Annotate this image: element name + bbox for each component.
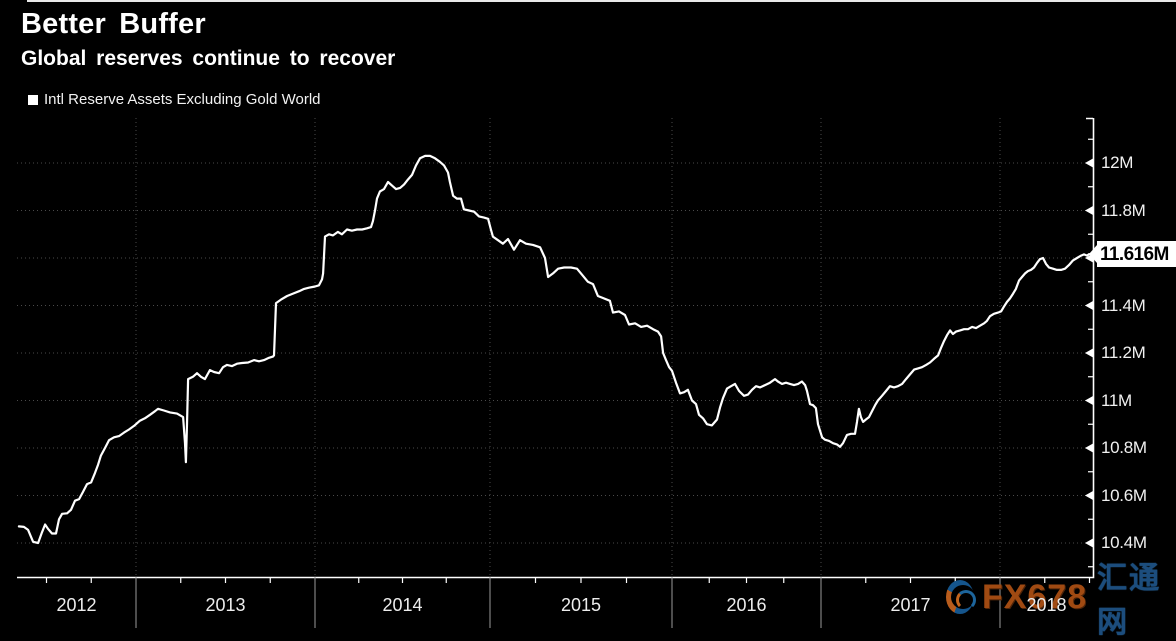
y-axis-label: 10.8M: [1101, 438, 1147, 457]
legend-label: Intl Reserve Assets Excluding Gold World: [44, 91, 321, 108]
last-price-callout: 11.616M: [1089, 241, 1176, 267]
x-axis-label: 2014: [382, 595, 423, 615]
watermark-brand: FX678: [981, 577, 1088, 616]
watermark: FX678 汇通网: [946, 562, 1176, 639]
y-major-tick: [1085, 206, 1093, 215]
series-line: [17, 154, 1091, 545]
x-axis-label: 2017: [890, 595, 931, 615]
x-axis-label: 2012: [56, 595, 97, 615]
y-axis-label: 10.6M: [1101, 485, 1147, 505]
y-axis-label: 10.4M: [1101, 533, 1147, 552]
x-axis-label: 2013: [205, 595, 246, 615]
x-axis-label: 2015: [560, 595, 602, 615]
y-axis-label: 11.4M: [1101, 295, 1146, 315]
top-rule: [27, 0, 1176, 2]
legend-square-marker-icon: [28, 95, 38, 105]
y-major-tick: [1085, 443, 1093, 453]
y-major-tick: [1085, 158, 1093, 168]
watermark-swirl-logo-icon: [946, 580, 976, 614]
y-major-tick: [1085, 348, 1093, 358]
y-major-tick: [1085, 491, 1093, 500]
legend: Intl Reserve Assets Excluding Gold World: [28, 92, 321, 108]
y-axis-label: 11M: [1101, 390, 1132, 410]
watermark-site: 汇通网: [1097, 562, 1162, 639]
y-axis-label: 11.8M: [1101, 200, 1146, 220]
chart-title: Better Buffer: [21, 8, 206, 40]
x-axis-label: 2016: [726, 595, 767, 615]
y-major-tick: [1085, 396, 1093, 405]
y-axis-label: 12M: [1101, 153, 1134, 172]
axis-spines: [17, 117, 1095, 579]
y-major-tick: [1085, 301, 1093, 310]
x-axis-label: 2018: [1026, 595, 1067, 615]
y-axis-label: 11.2M: [1101, 343, 1146, 362]
chart-subtitle: Global reserves continue to recover: [21, 47, 396, 70]
y-major-tick: [1085, 538, 1093, 548]
